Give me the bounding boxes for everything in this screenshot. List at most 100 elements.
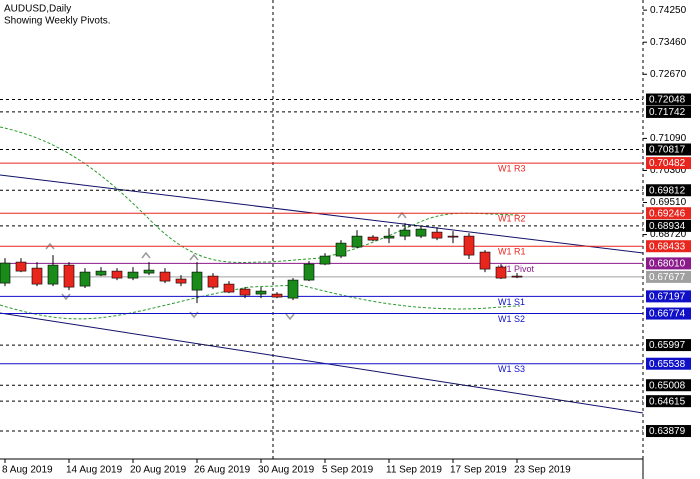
price-label-box <box>646 270 691 283</box>
price-label: 0.63879 <box>649 426 686 437</box>
x-tick-label: 5 Sep 2019 <box>322 465 374 476</box>
trend-line <box>0 312 644 414</box>
pivot-name: W1 R3 <box>498 163 526 173</box>
candle-body <box>191 271 203 291</box>
price-label-box <box>646 105 691 118</box>
candle-body <box>319 255 331 265</box>
fractal-up <box>189 253 199 261</box>
candle-body <box>335 242 347 257</box>
price-label-box <box>646 339 691 352</box>
pivot-name: W1 S3 <box>498 364 525 374</box>
candle-body <box>143 269 155 274</box>
y-tick-label: 0.71090 <box>650 133 687 144</box>
price-label: 0.65997 <box>649 340 686 351</box>
price-label-box <box>646 357 691 370</box>
price-label: 0.67197 <box>649 292 686 303</box>
x-tick-label: 23 Sep 2019 <box>514 465 571 476</box>
price-label-box <box>646 184 691 197</box>
price-label-box <box>646 257 691 270</box>
candle-body <box>175 278 187 284</box>
pivot-name: W1 S2 <box>498 314 525 324</box>
candle-body <box>511 275 523 278</box>
price-label: 0.65008 <box>649 380 686 391</box>
candle-body <box>79 271 91 287</box>
price-label: 0.69812 <box>649 185 686 196</box>
upper-band <box>0 126 521 263</box>
pivot-name: W1 S1 <box>498 297 525 307</box>
trend-line <box>0 174 644 254</box>
y-tick-label: 0.73460 <box>650 37 687 48</box>
x-tick-label: 20 Aug 2019 <box>130 465 187 476</box>
price-label-box <box>646 240 691 253</box>
candle-body <box>159 271 171 282</box>
fractal-up <box>141 251 151 259</box>
candle-body <box>127 271 139 279</box>
x-tick-label: 11 Sep 2019 <box>386 465 442 476</box>
candle-body <box>479 251 491 270</box>
candle-body <box>255 290 267 295</box>
candle-body <box>399 229 411 237</box>
pivot-name: W1 Pivot <box>498 264 535 274</box>
candle-body <box>351 235 363 248</box>
lower-band <box>0 284 521 320</box>
chart-title: AUDUSD,Daily <box>4 4 71 15</box>
pivot-name: W1 R1 <box>498 247 526 257</box>
price-label-box <box>646 307 691 320</box>
chart-decorations <box>0 0 644 479</box>
candle-body <box>223 283 235 293</box>
fractal-up <box>45 242 55 250</box>
chart-subtitle: Showing Weekly Pivots. <box>4 16 111 27</box>
candle-body <box>367 236 379 241</box>
price-label-box <box>646 395 691 408</box>
candle-body <box>415 228 427 237</box>
candle-body <box>431 231 443 239</box>
price-label: 0.70482 <box>649 158 686 169</box>
price-label: 0.72048 <box>649 95 686 106</box>
price-label: 0.64615 <box>649 396 686 407</box>
price-label-box <box>646 219 691 232</box>
candle-body <box>463 235 475 256</box>
price-label: 0.65538 <box>649 359 686 370</box>
pivot-name: W1 R2 <box>498 214 526 224</box>
candle-body <box>287 279 299 299</box>
candle-body <box>383 235 395 239</box>
candle-body <box>63 264 75 288</box>
price-label-box <box>646 157 691 170</box>
x-tick-label: 26 Aug 2019 <box>194 465 251 476</box>
x-tick-label: 14 Aug 2019 <box>66 465 123 476</box>
y-tick-label: 0.72670 <box>650 69 687 80</box>
price-label: 0.68934 <box>649 221 686 232</box>
candle-body <box>207 275 219 288</box>
price-label: 0.70817 <box>649 145 686 156</box>
price-label-box <box>646 425 691 438</box>
candle-body <box>15 261 27 272</box>
y-tick-label: 0.74250 <box>650 5 687 16</box>
candle-body <box>271 293 283 298</box>
price-label-box <box>646 93 691 106</box>
price-label: 0.68433 <box>649 241 686 252</box>
candle-body <box>47 264 59 285</box>
fractal-down <box>285 313 295 321</box>
candle-body <box>239 288 251 296</box>
price-label-box <box>646 379 691 392</box>
y-tick-label: 0.68720 <box>650 229 687 240</box>
price-label-box <box>646 207 691 220</box>
x-tick-label: 8 Aug 2019 <box>2 465 53 476</box>
candle-body <box>95 270 107 276</box>
price-label: 0.67677 <box>649 272 686 283</box>
price-label-box <box>646 290 691 303</box>
price-label: 0.68010 <box>649 259 686 270</box>
x-tick-label: 17 Sep 2019 <box>450 465 507 476</box>
price-label: 0.71742 <box>649 107 686 118</box>
price-label: 0.66774 <box>649 309 686 320</box>
candle-body <box>447 235 459 238</box>
candle-body <box>303 263 315 281</box>
price-label: 0.69246 <box>649 208 686 219</box>
x-tick-label: 30 Aug 2019 <box>258 465 315 476</box>
candle-body <box>495 266 507 279</box>
candle-body <box>111 270 123 279</box>
y-tick-label: 0.70300 <box>650 165 687 176</box>
fractal-down <box>61 293 71 301</box>
y-tick-label: 0.69510 <box>650 197 687 208</box>
